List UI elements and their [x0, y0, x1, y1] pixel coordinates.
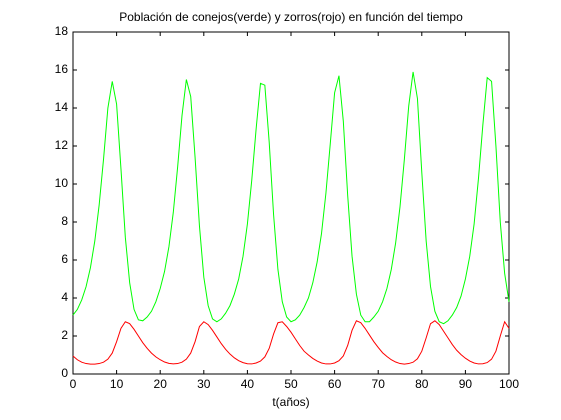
x-tick-label: 90 [459, 377, 473, 391]
x-tick-label: 40 [241, 377, 255, 391]
y-tick-label: 14 [55, 100, 69, 114]
x-tick-label: 0 [70, 377, 77, 391]
chart-title: Población de conejos(verde) y zorros(roj… [119, 10, 463, 24]
x-axis-label: t(años) [272, 395, 309, 409]
x-tick-label: 10 [110, 377, 124, 391]
y-tick-label: 16 [55, 62, 69, 76]
x-tick-label: 30 [197, 377, 211, 391]
x-tick-label: 60 [328, 377, 342, 391]
x-tick-label: 50 [284, 377, 298, 391]
series-line [72, 71, 510, 325]
x-tick-label: 100 [499, 377, 519, 391]
y-tick-label: 10 [55, 176, 69, 190]
x-tick-label: 80 [415, 377, 429, 391]
x-tick-label: 20 [154, 377, 168, 391]
y-tick-label: 12 [55, 138, 69, 152]
y-tick-label: 2 [61, 328, 68, 342]
y-tick-label: 18 [55, 24, 69, 38]
y-tick-label: 0 [61, 366, 68, 380]
series-line [72, 320, 510, 365]
x-tick-label: 70 [372, 377, 386, 391]
y-tick-label: 8 [61, 214, 68, 228]
y-tick-label: 6 [61, 252, 68, 266]
y-tick-label: 4 [61, 290, 68, 304]
plot-frame [72, 31, 510, 375]
